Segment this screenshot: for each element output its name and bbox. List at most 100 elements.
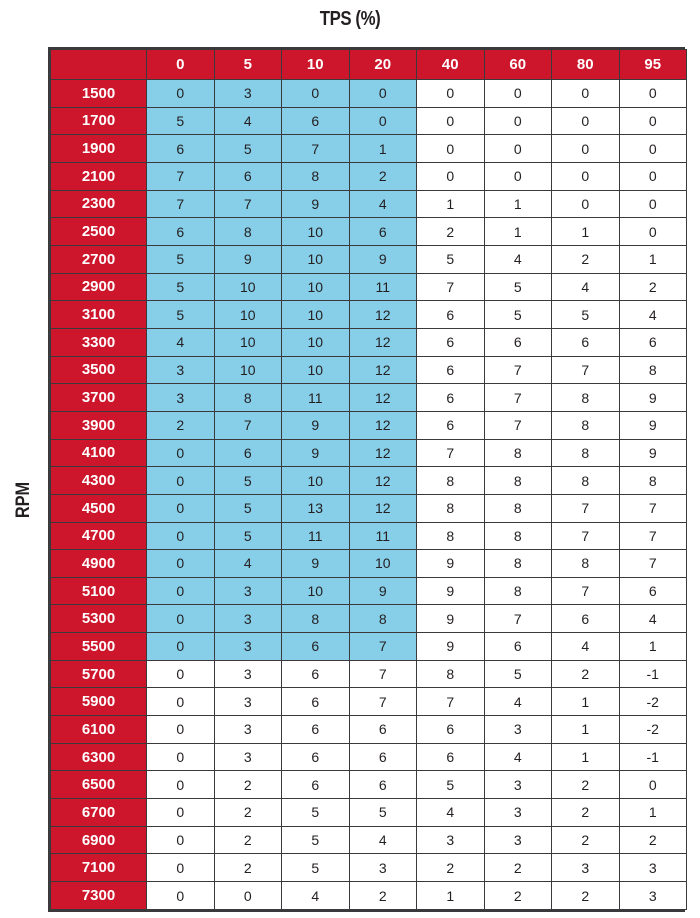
cell-rpm-4300-tps-10: 10 [281,466,350,495]
cell-rpm-2900-tps-95: 2 [618,272,687,302]
cell-rpm-2500-tps-0: 6 [146,217,215,246]
cell-rpm-7300-tps-80: 2 [551,881,620,910]
row-header-rpm-1700: 1700 [50,106,147,136]
cell-rpm-5700-tps-95: -1 [618,659,687,689]
cell-rpm-3300-tps-80: 6 [551,327,620,357]
cell-rpm-1900-tps-20: 1 [348,134,417,163]
cell-rpm-5300-tps-10: 8 [281,604,350,634]
cell-rpm-2300-tps-5: 7 [213,189,282,219]
cell-rpm-4300-tps-5: 5 [213,466,282,495]
row-header-rpm-1900: 1900 [50,134,147,163]
table-header-row: 0 5 10 20 40 60 80 95 [50,49,687,80]
cell-rpm-6300-tps-95: -1 [618,742,687,772]
table-row: 2500 6 8 10 6 2 1 1 0 [50,217,687,246]
cell-rpm-1500-tps-40: 0 [416,79,485,108]
row-header-rpm-6900: 6900 [50,825,147,855]
cell-rpm-7100-tps-10: 5 [281,853,350,883]
cell-rpm-4100-tps-10: 9 [281,438,350,468]
row-header-rpm-5500: 5500 [50,632,147,661]
cell-rpm-5700-tps-20: 7 [348,659,417,689]
cell-rpm-7100-tps-80: 3 [551,853,620,883]
cell-rpm-2500-tps-80: 1 [551,217,620,246]
column-header-tps-60: 60 [483,49,552,80]
cell-rpm-6100-tps-0: 0 [146,715,215,744]
cell-rpm-2500-tps-20: 6 [348,217,417,246]
cell-rpm-3700-tps-10: 11 [281,383,350,412]
cell-rpm-2700-tps-5: 9 [213,244,282,274]
table-row: 5300 0 3 8 8 9 7 6 4 [50,604,687,634]
cell-rpm-4900-tps-40: 9 [416,549,485,578]
cell-rpm-6100-tps-60: 3 [483,715,552,744]
column-header-tps-10: 10 [281,49,350,80]
row-header-rpm-3700: 3700 [50,383,147,412]
cell-rpm-7100-tps-40: 2 [416,853,485,883]
cell-rpm-1700-tps-5: 4 [213,106,282,136]
cell-rpm-3900-tps-60: 7 [483,410,552,440]
cell-rpm-7100-tps-95: 3 [618,853,687,883]
column-header-tps-80: 80 [551,49,620,80]
cell-rpm-4100-tps-80: 8 [551,438,620,468]
table-row: 4700 0 5 11 11 8 8 7 7 [50,521,687,551]
cell-rpm-1500-tps-5: 3 [213,79,282,108]
cell-rpm-4100-tps-5: 6 [213,438,282,468]
cell-rpm-6300-tps-5: 3 [213,742,282,772]
table-row: 3300 4 10 10 12 6 6 6 6 [50,327,687,357]
cell-rpm-7300-tps-60: 2 [483,881,552,910]
cell-rpm-1500-tps-80: 0 [551,79,620,108]
cell-rpm-2500-tps-95: 0 [618,217,687,246]
table-row: 7100 0 2 5 3 2 2 3 3 [50,853,687,883]
cell-rpm-4900-tps-20: 10 [348,549,417,578]
cell-rpm-3100-tps-20: 12 [348,300,417,329]
cell-rpm-4300-tps-0: 0 [146,466,215,495]
row-header-rpm-1500: 1500 [50,79,147,108]
cell-rpm-4900-tps-60: 8 [483,549,552,578]
cell-rpm-5900-tps-80: 1 [551,687,620,717]
cell-rpm-6700-tps-5: 2 [213,798,282,827]
cell-rpm-2900-tps-20: 11 [348,272,417,302]
cell-rpm-1900-tps-0: 6 [146,134,215,163]
row-header-rpm-3900: 3900 [50,410,147,440]
cell-rpm-1700-tps-10: 6 [281,106,350,136]
cell-rpm-2100-tps-80: 0 [551,161,620,191]
cell-rpm-6100-tps-80: 1 [551,715,620,744]
cell-rpm-2500-tps-40: 2 [416,217,485,246]
cell-rpm-4700-tps-10: 11 [281,521,350,551]
cell-rpm-4300-tps-80: 8 [551,466,620,495]
column-header-tps-95: 95 [618,49,687,80]
cell-rpm-4300-tps-60: 8 [483,466,552,495]
cell-rpm-3500-tps-10: 10 [281,355,350,385]
cell-rpm-2900-tps-80: 4 [551,272,620,302]
row-header-rpm-4300: 4300 [50,466,147,495]
cell-rpm-5900-tps-40: 7 [416,687,485,717]
cell-rpm-7300-tps-10: 4 [281,881,350,910]
cell-rpm-5900-tps-60: 4 [483,687,552,717]
cell-rpm-3900-tps-20: 12 [348,410,417,440]
cell-rpm-3300-tps-0: 4 [146,327,215,357]
cell-rpm-6300-tps-10: 6 [281,742,350,772]
cell-rpm-3900-tps-0: 2 [146,410,215,440]
cell-rpm-5300-tps-0: 0 [146,604,215,634]
table-row: 6700 0 2 5 5 4 3 2 1 [50,798,687,827]
row-header-rpm-4900: 4900 [50,549,147,578]
cell-rpm-3700-tps-60: 7 [483,383,552,412]
cell-rpm-5900-tps-20: 7 [348,687,417,717]
cell-rpm-3300-tps-40: 6 [416,327,485,357]
cell-rpm-2300-tps-40: 1 [416,189,485,219]
cell-rpm-6300-tps-0: 0 [146,742,215,772]
table-row: 5900 0 3 6 7 7 4 1 -2 [50,687,687,717]
cell-rpm-1900-tps-40: 0 [416,134,485,163]
cell-rpm-1700-tps-60: 0 [483,106,552,136]
cell-rpm-2700-tps-20: 9 [348,244,417,274]
cell-rpm-6900-tps-60: 3 [483,825,552,855]
cell-rpm-5700-tps-40: 8 [416,659,485,689]
cell-rpm-5100-tps-0: 0 [146,576,215,606]
cell-rpm-3500-tps-60: 7 [483,355,552,385]
cell-rpm-6900-tps-95: 2 [618,825,687,855]
cell-rpm-4700-tps-40: 8 [416,521,485,551]
cell-rpm-4300-tps-95: 8 [618,466,687,495]
cell-rpm-1700-tps-0: 5 [146,106,215,136]
cell-rpm-2300-tps-20: 4 [348,189,417,219]
cell-rpm-5500-tps-5: 3 [213,632,282,661]
cell-rpm-3900-tps-95: 9 [618,410,687,440]
table-row: 3700 3 8 11 12 6 7 8 9 [50,383,687,412]
